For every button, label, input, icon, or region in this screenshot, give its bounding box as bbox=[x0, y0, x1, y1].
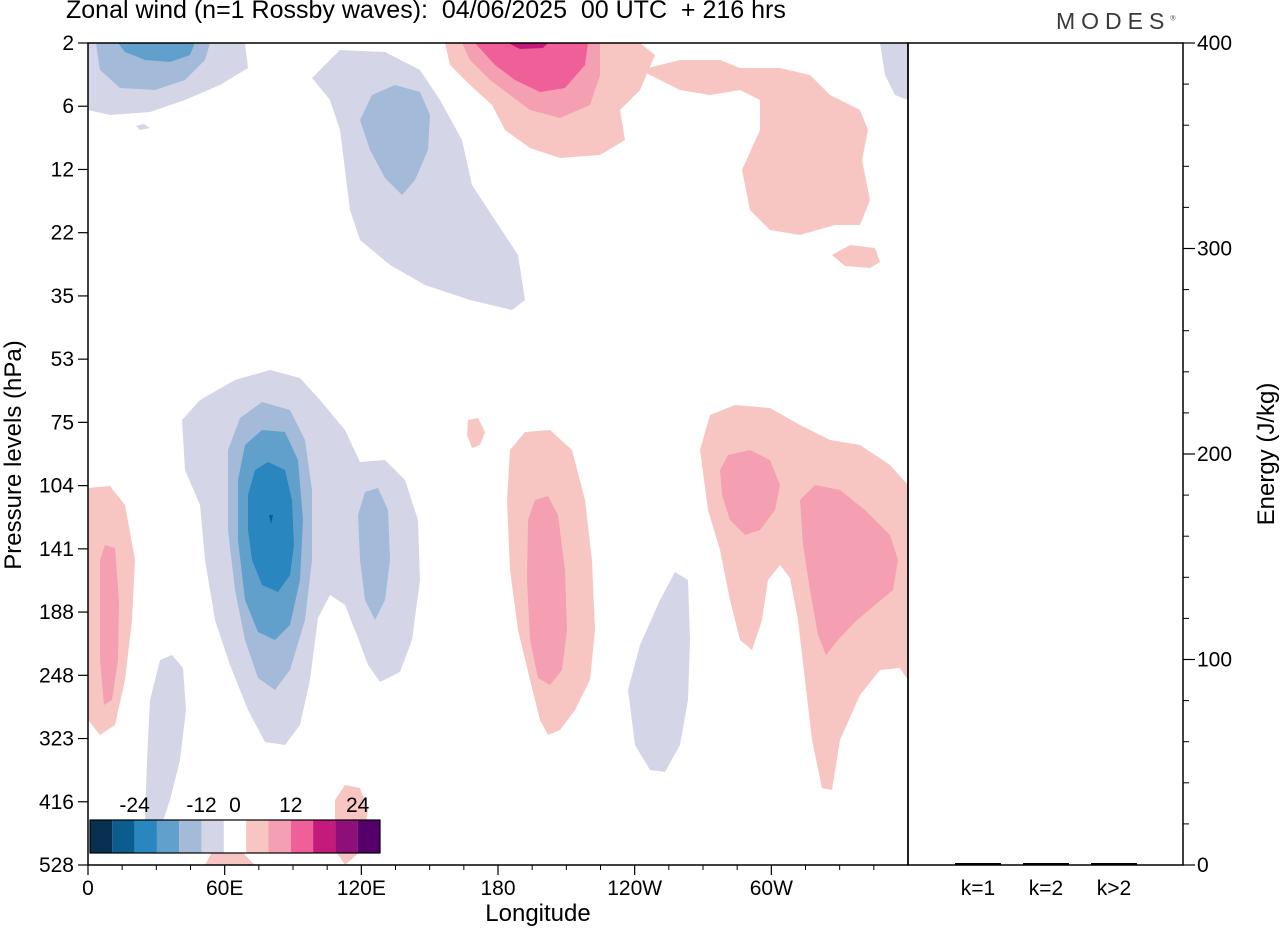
y-tick-label: 53 bbox=[51, 348, 74, 371]
colorbar-frame bbox=[89, 819, 381, 854]
contour-pos16-top bbox=[508, 43, 548, 49]
colorbar-swatch bbox=[357, 820, 380, 853]
contour-neg-12-side bbox=[358, 488, 390, 620]
energy-category-label: k>2 bbox=[1097, 877, 1131, 900]
colorbar-label: -24 bbox=[119, 794, 150, 817]
contour-layer bbox=[88, 43, 908, 865]
chart-title: Zonal wind (n=1 Rossby waves): 04/06/202… bbox=[66, 0, 786, 24]
colorbar-swatch bbox=[112, 820, 135, 853]
energy-tick-label: 0 bbox=[1197, 854, 1209, 877]
y-tick-label: 2 bbox=[62, 32, 74, 55]
colorbar-swatch bbox=[134, 820, 157, 853]
contour-pos-top-right-blob bbox=[832, 245, 880, 268]
energy-bar bbox=[1023, 863, 1069, 865]
colorbar-swatch bbox=[156, 820, 180, 853]
contour-neg-lower-right bbox=[628, 572, 690, 772]
axes-layer: 0 60E 120E 180 120W 60W Longitude 2 6 12 22 35 53 75 1… bbox=[0, 32, 1280, 927]
y-tick-label: 248 bbox=[39, 664, 74, 687]
x-tick-label: 120E bbox=[337, 877, 386, 900]
contour-pos-top-right-band bbox=[640, 60, 870, 235]
x-axis-title: Longitude bbox=[485, 900, 590, 927]
modes-logo: MODES® bbox=[1056, 8, 1176, 35]
y-tick-label: 416 bbox=[39, 791, 74, 814]
colorbar: -24 -12 0 12 24 bbox=[89, 794, 381, 854]
contour-neg-24-dot bbox=[269, 515, 273, 524]
colorbar-label: 24 bbox=[346, 794, 370, 817]
y-tick-label: 75 bbox=[51, 411, 74, 434]
energy-tick-label: 200 bbox=[1197, 443, 1232, 466]
contour-neg-lower-strip bbox=[145, 655, 186, 845]
y-tick-label: 323 bbox=[39, 728, 74, 751]
y-tick-label: 528 bbox=[39, 854, 74, 877]
y-tick-label: 141 bbox=[39, 538, 74, 561]
colorbar-swatch bbox=[90, 820, 113, 853]
colorbar-label: 0 bbox=[229, 794, 241, 817]
contour-neg-12-strato bbox=[360, 85, 430, 195]
y-tick-label: 6 bbox=[62, 95, 74, 118]
colorbar-swatch bbox=[335, 820, 358, 853]
contour-neg-stratosphere-dot bbox=[136, 124, 150, 130]
x-tick-label: 60W bbox=[750, 877, 793, 900]
contour-pos-bottom-strip bbox=[205, 850, 255, 865]
energy-plot-frame bbox=[907, 42, 1184, 866]
contour-pos12-top bbox=[475, 43, 588, 92]
y-tick-label: 12 bbox=[51, 158, 74, 181]
y-tick-label: 35 bbox=[51, 285, 74, 308]
contour-neg-20-mid bbox=[248, 462, 294, 592]
y-axis-title: Pressure levels (hPa) bbox=[0, 340, 27, 569]
colorbar-swatch bbox=[246, 820, 269, 853]
contour-pos8-right-b bbox=[800, 485, 898, 655]
energy-tick-label: 100 bbox=[1197, 649, 1232, 672]
colorbar-swatch bbox=[223, 820, 247, 853]
x-tick-label: 60E bbox=[206, 877, 243, 900]
colorbar-label: 12 bbox=[279, 794, 302, 817]
logo-text: MODES bbox=[1056, 8, 1171, 34]
colorbar-swatch bbox=[179, 820, 202, 853]
x-tick-label: 120W bbox=[607, 877, 662, 900]
y-tick-label: 104 bbox=[39, 475, 74, 498]
energy-bar bbox=[1091, 863, 1137, 865]
colorbar-swatch bbox=[268, 820, 291, 853]
contour-pos8-left bbox=[100, 545, 119, 705]
contour-pos8-center bbox=[527, 496, 567, 685]
colorbar-label: -12 bbox=[186, 794, 216, 817]
colorbar-swatch bbox=[290, 820, 314, 853]
energy-tick-label: 400 bbox=[1197, 32, 1232, 55]
y-tick-label: 188 bbox=[39, 601, 74, 624]
contour-neg-upper-right bbox=[880, 43, 908, 100]
energy-tick-label: 300 bbox=[1197, 238, 1232, 261]
energy-bar bbox=[955, 863, 1001, 865]
registered-mark: ® bbox=[1170, 15, 1176, 23]
y-tick-label: 22 bbox=[51, 222, 74, 245]
energy-bars-layer: k=1 k=2 k>2 bbox=[955, 863, 1137, 900]
x-tick-label: 0 bbox=[82, 877, 94, 900]
energy-category-label: k=2 bbox=[1029, 877, 1063, 900]
colorbar-swatch bbox=[313, 820, 336, 853]
energy-axis-title: Energy (J/kg) bbox=[1253, 383, 1280, 526]
contour-pos-small-blob bbox=[467, 418, 485, 448]
contour-neg-16-topleft bbox=[118, 43, 195, 62]
x-tick-label: 180 bbox=[480, 877, 515, 900]
energy-category-label: k=1 bbox=[961, 877, 995, 900]
contour-pos8-right-a bbox=[720, 450, 780, 535]
colorbar-swatch bbox=[201, 820, 224, 853]
